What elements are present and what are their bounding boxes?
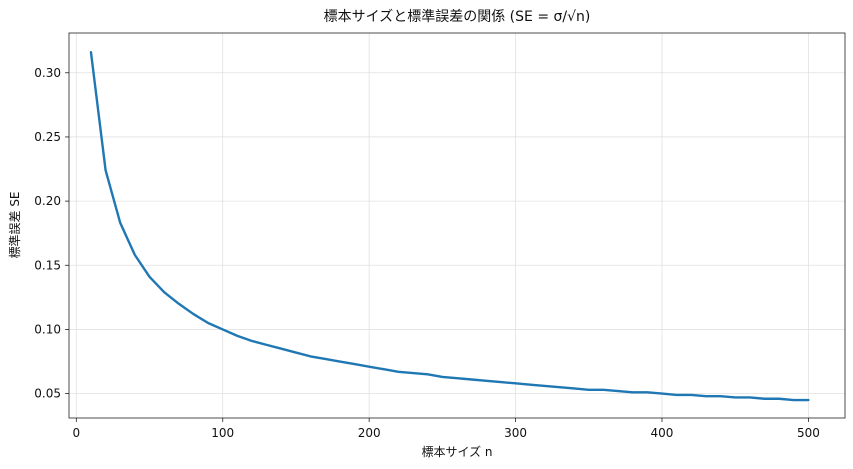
x-tick-label: 0 (73, 426, 81, 440)
y-axis-label: 標準誤差 SE (7, 191, 22, 258)
x-tick-label: 400 (651, 426, 674, 440)
series-group (89, 51, 810, 402)
x-tick-label: 500 (797, 426, 820, 440)
y-tick-label: 0.30 (34, 66, 61, 80)
grid-layer (69, 33, 845, 418)
series-line-1 (89, 51, 810, 402)
tick-layer: 0 100 200 300 400 500 0.05 0.10 0.15 0.20 0.25 0.30 (34, 66, 820, 440)
y-tick-label: 0.05 (34, 387, 61, 401)
y-tick-label: 0.15 (34, 258, 61, 272)
axes-frame (68, 32, 846, 419)
x-tick-label: 300 (504, 426, 527, 440)
y-tick-label: 0.10 (34, 322, 61, 336)
x-tick-label: 100 (211, 426, 234, 440)
x-axis-label: 標本サイズ n (421, 444, 492, 459)
y-tick-label: 0.20 (34, 194, 61, 208)
x-tick-label: 200 (358, 426, 381, 440)
chart-title: 標本サイズと標準誤差の関係 (SE = σ/√n) (324, 9, 591, 25)
series-layer (89, 51, 810, 402)
y-tick-label: 0.25 (34, 130, 61, 144)
